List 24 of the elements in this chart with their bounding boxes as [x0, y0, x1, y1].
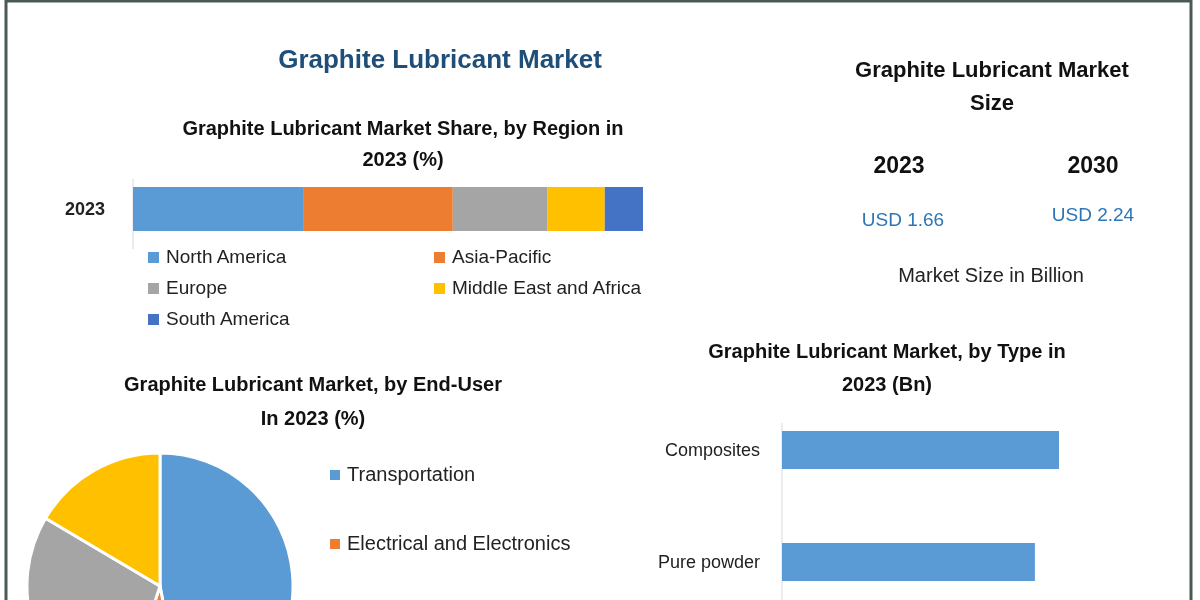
bar: [604, 187, 643, 231]
bar: [547, 187, 605, 231]
text: Market Size in Billion: [898, 264, 1084, 286]
text: USD 1.66: [861, 209, 945, 230]
legend-label: North America: [166, 246, 287, 267]
bar: [452, 187, 548, 231]
y-tick-label: Composites: [664, 440, 760, 460]
bar: [303, 187, 453, 231]
chart-title: Graphite Lubricant Market Share, by Region in 2023 (%): [182, 117, 624, 170]
text: 2030: [1067, 152, 1119, 178]
text: Graphite Lubricant Market Size: [855, 57, 1130, 115]
bar: [133, 187, 304, 231]
chart-title: Graphite Lubricant Market, by End-User In 2023 (%): [124, 373, 503, 429]
legend-label: Asia-Pacific: [452, 246, 552, 267]
legend-label: Transportation: [347, 463, 476, 485]
legend-label: South America: [166, 308, 290, 329]
chart-title: Graphite Lubricant Market, by Type in 2023 (Bn): [708, 340, 1066, 395]
y-tick-label: Pure powder: [657, 552, 760, 572]
legend-label: Europe: [166, 277, 228, 298]
legend-label: Middle East and Africa: [452, 277, 642, 298]
text: USD 2.24: [1051, 204, 1135, 225]
legend-label: Electrical and Electronics: [347, 532, 571, 554]
text: Graphite Lubricant Market: [278, 44, 603, 74]
text: 2023: [873, 152, 925, 178]
